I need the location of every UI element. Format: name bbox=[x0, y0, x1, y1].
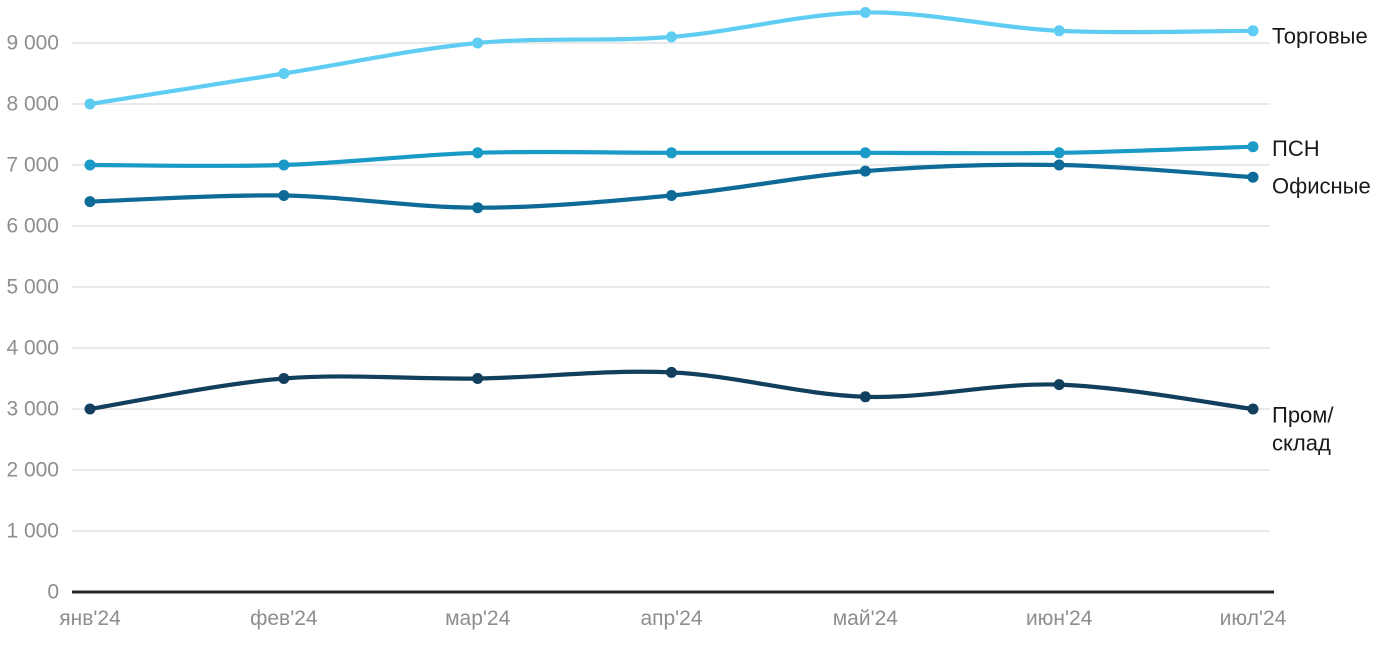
series-label-торговые: Торговые bbox=[1272, 23, 1368, 48]
x-axis-tick-label: апр'24 bbox=[640, 607, 702, 630]
y-axis-tick-label: 8 000 bbox=[6, 93, 59, 116]
data-point-пром-склад-мар-24 bbox=[472, 373, 484, 384]
y-axis-tick-label: 0 bbox=[47, 581, 59, 604]
data-point-псн-мар-24 bbox=[472, 147, 484, 159]
data-point-псн-янв-24 bbox=[84, 159, 96, 171]
series-торговые: Торговые bbox=[84, 7, 1368, 110]
data-point-офисные-янв-24 bbox=[84, 196, 96, 208]
y-axis-tick-label: 5 000 bbox=[6, 276, 59, 299]
data-point-офисные-май-24 bbox=[859, 165, 871, 177]
series-label-офисные: Офисные bbox=[1272, 174, 1371, 199]
y-axis-tick-label: 7 000 bbox=[6, 154, 59, 177]
data-point-псн-фев-24 bbox=[278, 159, 290, 171]
series-line-офисные bbox=[87, 162, 1256, 210]
data-point-торговые-фев-24 bbox=[278, 68, 290, 79]
data-point-офисные-фев-24 bbox=[278, 190, 290, 201]
y-axis-tick-label: 9 000 bbox=[6, 32, 59, 55]
series-пром-склад: Пром/склад bbox=[84, 366, 1334, 456]
series-офисные: Офисные bbox=[84, 159, 1371, 214]
data-point-пром-склад-апр-24 bbox=[666, 366, 677, 378]
data-point-псн-май-24 bbox=[859, 147, 871, 159]
data-point-псн-апр-24 bbox=[666, 147, 677, 159]
data-point-офисные-мар-24 bbox=[472, 202, 484, 214]
data-point-пром-склад-июн-24 bbox=[1053, 379, 1065, 391]
data-point-торговые-мар-24 bbox=[472, 37, 484, 49]
x-axis-tick-label: июн'24 bbox=[1026, 607, 1093, 630]
data-point-офисные-июн-24 bbox=[1053, 159, 1065, 171]
series-псн: ПСН bbox=[84, 136, 1320, 171]
x-axis-tick-label: май'24 bbox=[833, 607, 899, 630]
data-point-пром-склад-фев-24 bbox=[278, 373, 290, 384]
x-axis-tick-label: янв'24 bbox=[59, 607, 121, 630]
data-point-пром-склад-июл-24 bbox=[1247, 403, 1259, 415]
data-point-торговые-апр-24 bbox=[666, 31, 677, 43]
series-label-пром-склад: склад bbox=[1272, 431, 1331, 456]
y-axis-tick-label: 3 000 bbox=[6, 398, 59, 421]
data-point-пром-склад-май-24 bbox=[859, 391, 871, 403]
y-axis-tick-label: 6 000 bbox=[6, 215, 59, 238]
y-axis-tick-label: 4 000 bbox=[6, 337, 59, 360]
data-point-офисные-апр-24 bbox=[666, 190, 677, 201]
data-point-пром-склад-янв-24 bbox=[84, 403, 96, 415]
x-axis-tick-label: фев'24 bbox=[250, 607, 318, 630]
data-point-псн-июн-24 bbox=[1053, 147, 1065, 159]
y-axis-tick-label: 2 000 bbox=[6, 459, 59, 482]
y-axis-tick-label: 1 000 bbox=[6, 520, 59, 543]
series-line-торговые bbox=[87, 10, 1256, 107]
series-label-псн: ПСН bbox=[1272, 136, 1320, 161]
data-point-торговые-июл-24 bbox=[1247, 25, 1259, 37]
data-point-офисные-июл-24 bbox=[1247, 171, 1259, 183]
x-axis-tick-label: июл'24 bbox=[1220, 607, 1287, 630]
x-axis-tick-label: мар'24 bbox=[445, 607, 510, 630]
data-point-торговые-май-24 bbox=[859, 7, 871, 18]
data-point-торговые-июн-24 bbox=[1053, 25, 1065, 37]
data-point-торговые-янв-24 bbox=[84, 98, 96, 110]
series-label-пром-склад: Пром/ bbox=[1272, 403, 1334, 428]
data-point-псн-июл-24 bbox=[1247, 141, 1259, 153]
